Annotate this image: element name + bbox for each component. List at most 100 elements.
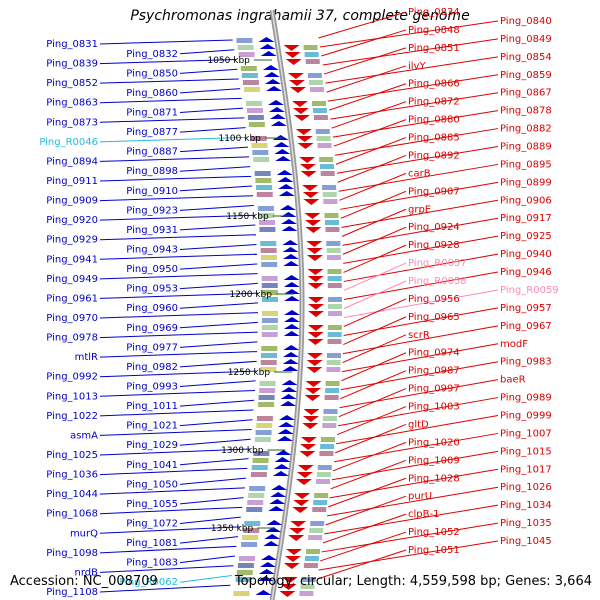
gene-label-right[interactable]: Ping_0997 (408, 384, 460, 395)
gene-label-left[interactable]: Ping_1029 (126, 440, 178, 451)
gene-label-left[interactable]: Ping_0978 (46, 333, 98, 344)
gene-label-right[interactable]: Ping_1020 (408, 437, 460, 448)
gene-label-right[interactable]: Ping_R0059 (500, 285, 559, 296)
gene-label-left[interactable]: Ping_1068 (46, 509, 98, 520)
gene-label-right[interactable]: modF (500, 339, 528, 350)
gene-label-right[interactable]: Ping_0882 (500, 124, 552, 135)
gene-label-left[interactable]: Ping_0992 (46, 372, 98, 383)
gene-label-right[interactable]: Ping_0999 (500, 411, 552, 422)
gene-label-right[interactable]: Ping_0925 (500, 231, 552, 242)
gene-label-right[interactable]: Ping_0872 (408, 97, 460, 108)
gene-label-right[interactable]: Ping_0974 (408, 348, 460, 359)
gene-label-left[interactable]: Ping_0969 (126, 323, 178, 334)
gene-label-left[interactable]: Ping_0929 (46, 235, 98, 246)
gene-label-right[interactable]: Ping_0885 (408, 133, 460, 144)
gene-label-left[interactable]: Ping_0877 (126, 127, 178, 138)
gene-label-right[interactable]: Ping_0967 (500, 321, 552, 332)
gene-label-right[interactable]: Ping_0989 (500, 393, 552, 404)
gene-label-right[interactable]: Ping_1052 (408, 527, 460, 538)
gene-label-left[interactable]: Ping_1022 (46, 411, 98, 422)
gene-label-left[interactable]: Ping_0860 (126, 88, 178, 99)
gene-label-right[interactable]: Ping_0983 (500, 357, 552, 368)
gene-label-right[interactable]: Ping_1003 (408, 402, 460, 413)
gene-label-right[interactable]: Ping_0965 (408, 312, 460, 323)
gene-label-right[interactable]: Ping_0878 (500, 106, 552, 117)
gene-label-left[interactable]: Ping_0871 (126, 108, 178, 119)
gene-label-left[interactable]: Ping_R0046 (39, 137, 98, 148)
gene-label-left[interactable]: Ping_0943 (126, 245, 178, 256)
gene-label-right[interactable]: clpB-1 (408, 509, 439, 520)
gene-label-left[interactable]: Ping_0961 (46, 293, 98, 304)
gene-label-left[interactable]: Ping_0909 (46, 196, 98, 207)
gene-label-right[interactable]: Ping_0889 (500, 142, 552, 153)
gene-label-right[interactable]: Ping_1028 (408, 473, 460, 484)
gene-label-right[interactable]: Ping_1045 (500, 536, 552, 547)
gene-label-right[interactable]: Ping_0956 (408, 294, 460, 305)
gene-label-right[interactable]: Ping_0849 (500, 34, 552, 45)
gene-label-left[interactable]: Ping_1011 (126, 401, 178, 412)
gene-label-left[interactable]: Ping_1050 (126, 479, 178, 490)
gene-label-right[interactable]: Ping_0899 (500, 177, 552, 188)
gene-label-right[interactable]: Ping_1017 (500, 464, 552, 475)
gene-label-left[interactable]: Ping_0960 (126, 303, 178, 314)
gene-label-left[interactable]: Ping_0850 (126, 68, 178, 79)
gene-label-left[interactable]: Ping_0873 (46, 117, 98, 128)
gene-label-right[interactable]: Ping_0867 (500, 88, 552, 99)
gene-label-right[interactable]: baeR (500, 375, 526, 386)
gene-label-left[interactable]: Ping_0839 (46, 59, 98, 70)
gene-label-right[interactable]: Ping_0840 (500, 16, 552, 27)
gene-label-left[interactable]: mtlR (75, 352, 98, 363)
gene-label-right[interactable]: Ping_1009 (408, 455, 460, 466)
gene-label-left[interactable]: Ping_0894 (46, 156, 98, 167)
gene-label-right[interactable]: Ping_R0057 (408, 258, 467, 269)
gene-label-left[interactable]: Ping_0949 (46, 274, 98, 285)
gene-label-right[interactable]: Ping_0928 (408, 240, 460, 251)
gene-label-right[interactable]: ilvY (408, 61, 426, 72)
gene-label-right[interactable]: Ping_0859 (500, 70, 552, 81)
gene-label-left[interactable]: Ping_0831 (46, 39, 98, 50)
gene-label-left[interactable]: Ping_1025 (46, 450, 98, 461)
gene-label-left[interactable]: Ping_0950 (126, 264, 178, 275)
gene-label-left[interactable]: Ping_1055 (126, 499, 178, 510)
gene-label-left[interactable]: Ping_1044 (46, 489, 98, 500)
gene-label-left[interactable]: Ping_0887 (126, 147, 178, 158)
gene-label-right[interactable]: grpE (408, 204, 431, 215)
gene-label-right[interactable]: scrR (408, 330, 430, 341)
gene-label-right[interactable]: Ping_0987 (408, 366, 460, 377)
gene-label-left[interactable]: Ping_0931 (126, 225, 178, 236)
gene-label-left[interactable]: Ping_1036 (46, 470, 98, 481)
gene-label-left[interactable]: Ping_1021 (126, 421, 178, 432)
gene-label-right[interactable]: Ping_1026 (500, 482, 552, 493)
gene-label-left[interactable]: Ping_1072 (126, 519, 178, 530)
gene-label-left[interactable]: Ping_0863 (46, 98, 98, 109)
gene-label-right[interactable]: Ping_0895 (500, 159, 552, 170)
gene-label-right[interactable]: Ping_0907 (408, 186, 460, 197)
gene-label-right[interactable]: Ping_0924 (408, 222, 460, 233)
gene-label-right[interactable]: Ping_1034 (500, 500, 552, 511)
gene-label-left[interactable]: Ping_0970 (46, 313, 98, 324)
gene-label-left[interactable]: Ping_0977 (126, 342, 178, 353)
gene-label-left[interactable]: Ping_1041 (126, 460, 178, 471)
gene-label-left[interactable]: Ping_0923 (126, 205, 178, 216)
gene-label-right[interactable]: Ping_0892 (408, 150, 460, 161)
gene-label-right[interactable]: Ping_0946 (500, 267, 552, 278)
gene-label-left[interactable]: Ping_1098 (46, 548, 98, 559)
gene-label-left[interactable]: Ping_1013 (46, 391, 98, 402)
gene-label-left[interactable]: Ping_0898 (126, 166, 178, 177)
gene-label-right[interactable]: Ping_0917 (500, 213, 552, 224)
gene-label-left[interactable]: Ping_0982 (126, 362, 178, 373)
gene-label-right[interactable]: Ping_0940 (500, 249, 552, 260)
gene-label-left[interactable]: Ping_0953 (126, 284, 178, 295)
gene-label-left[interactable]: Ping_0920 (46, 215, 98, 226)
gene-label-right[interactable]: Ping_0906 (500, 195, 552, 206)
gene-label-left[interactable]: asmA (70, 430, 98, 441)
gene-label-left[interactable]: murQ (70, 528, 98, 539)
gene-label-right[interactable]: Ping_R0058 (408, 276, 467, 287)
gene-label-right[interactable]: Ping_0851 (408, 43, 460, 54)
gene-label-right[interactable]: Ping_1035 (500, 518, 552, 529)
gene-label-right[interactable]: purU (408, 491, 432, 502)
gene-label-right[interactable]: Ping_0834 (408, 7, 460, 18)
gene-label-left[interactable]: Ping_0911 (46, 176, 98, 187)
gene-label-right[interactable]: Ping_0866 (408, 79, 460, 90)
gene-label-left[interactable]: Ping_0941 (46, 254, 98, 265)
